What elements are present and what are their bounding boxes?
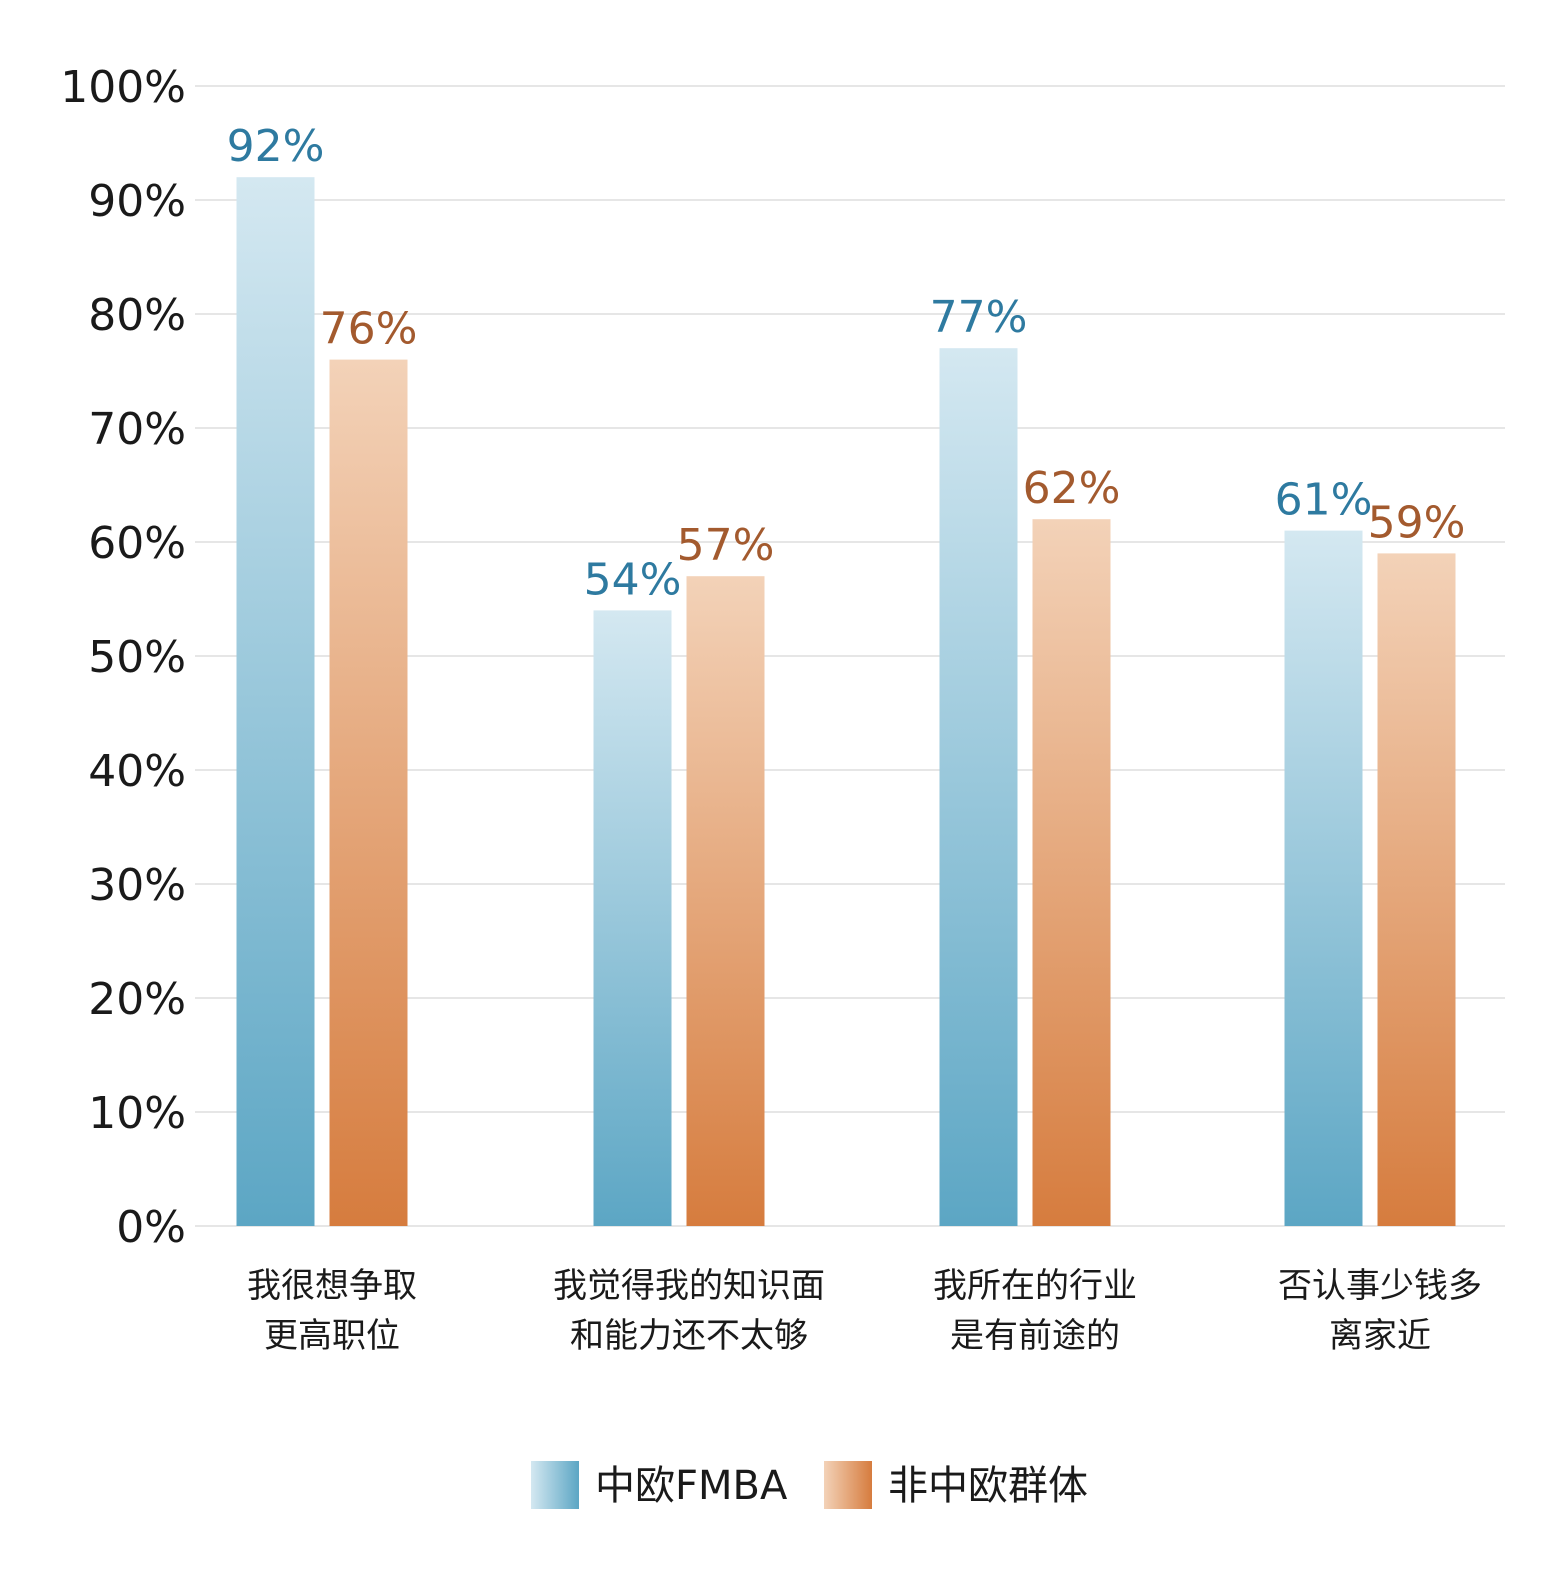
data-label: 54% — [584, 554, 682, 605]
y-tick-label: 80% — [88, 290, 186, 341]
x-axis-categories: 我很想争取更高职位 我觉得我的知识面和能力还不太够 我所在的行业是有前途的 否认事少钱… — [247, 1266, 1482, 1356]
gridlines — [195, 85, 1505, 1227]
bar-series-1-category-3 — [939, 348, 1018, 1226]
x-category-label: 我很想争取更高职位 — [247, 1266, 417, 1356]
data-label: 62% — [1023, 463, 1121, 514]
y-tick-label: 10% — [88, 1088, 186, 1139]
y-tick-label: 20% — [88, 974, 186, 1025]
legend-swatch — [824, 1461, 872, 1509]
y-tick-label: 100% — [60, 62, 186, 113]
x-category-label: 我所在的行业是有前途的 — [933, 1266, 1137, 1356]
bar-series-2-category-3 — [1032, 519, 1111, 1226]
x-category-label: 否认事少钱多离家近 — [1278, 1266, 1482, 1356]
legend-label: 中欧FMBA — [595, 1463, 788, 1509]
y-tick-label: 50% — [88, 632, 186, 683]
bar-series-2-category-1 — [329, 359, 408, 1227]
legend-swatch — [531, 1461, 579, 1509]
data-label: 76% — [320, 304, 418, 355]
legend-label: 非中欧群体 — [888, 1463, 1088, 1509]
data-label: 61% — [1275, 475, 1373, 526]
bar-series-1-category-4 — [1284, 530, 1363, 1226]
data-label: 77% — [930, 292, 1028, 343]
y-axis-ticks: 0% 10% 20% 30% 40% 50% 60% 70% 80% 90% 100% — [60, 62, 186, 1253]
bars — [236, 177, 1456, 1227]
data-label: 92% — [227, 121, 325, 172]
bar-series-2-category-4 — [1377, 553, 1456, 1226]
data-label: 59% — [1368, 497, 1466, 548]
y-tick-label: 60% — [88, 518, 186, 569]
y-tick-label: 70% — [88, 404, 186, 455]
y-tick-label: 90% — [88, 176, 186, 227]
y-tick-label: 40% — [88, 746, 186, 797]
data-label: 57% — [677, 520, 775, 571]
x-category-label: 我觉得我的知识面和能力还不太够 — [553, 1266, 825, 1356]
bar-series-1-category-1 — [236, 177, 315, 1227]
bar-series-1-category-2 — [593, 610, 672, 1226]
y-tick-label: 30% — [88, 860, 186, 911]
bar-series-2-category-2 — [686, 576, 765, 1226]
y-tick-label: 0% — [116, 1202, 186, 1253]
data-labels: 92% 76% 54%57% 77% 62% 61%59% — [227, 121, 1466, 605]
legend: 中欧FMBA 非中欧群体 — [531, 1461, 1088, 1509]
